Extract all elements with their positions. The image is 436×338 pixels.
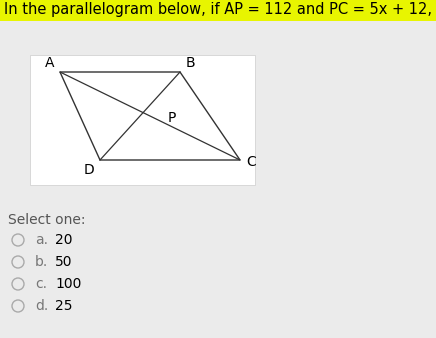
Text: In the parallelogram below, if AP = 112 and PC = 5x + 12, find x.: In the parallelogram below, if AP = 112 … <box>4 2 436 17</box>
Text: B: B <box>185 56 195 70</box>
Text: P: P <box>168 111 176 125</box>
Text: a.: a. <box>35 233 48 247</box>
Text: d.: d. <box>35 299 48 313</box>
Text: c.: c. <box>35 277 47 291</box>
Text: D: D <box>84 163 94 177</box>
Text: Select one:: Select one: <box>8 213 85 227</box>
Text: C: C <box>246 155 256 169</box>
Text: 25: 25 <box>55 299 72 313</box>
Text: 50: 50 <box>55 255 72 269</box>
Text: A: A <box>45 56 55 70</box>
Text: 20: 20 <box>55 233 72 247</box>
Text: 100: 100 <box>55 277 82 291</box>
Bar <box>30 55 255 185</box>
Text: b.: b. <box>35 255 48 269</box>
